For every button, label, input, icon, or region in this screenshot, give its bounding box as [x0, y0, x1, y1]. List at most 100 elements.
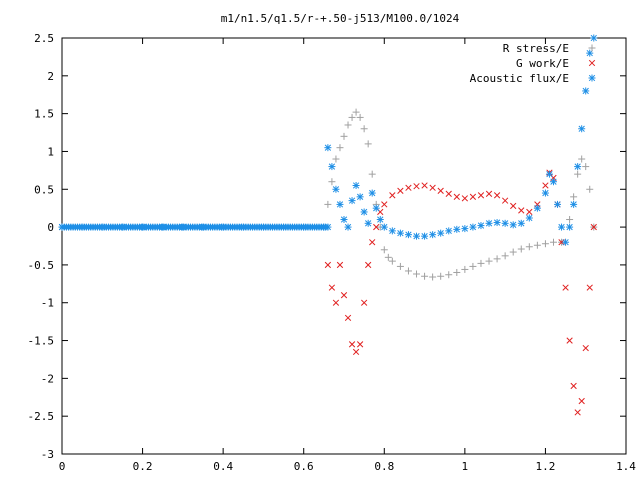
data-point [570, 382, 577, 390]
data-point [352, 181, 360, 189]
y-tick-label: -1 [41, 297, 54, 310]
series-0 [324, 108, 598, 281]
data-point [332, 299, 340, 306]
data-point [549, 178, 557, 186]
data-point [566, 337, 573, 344]
data-point [405, 184, 412, 191]
data-point [98, 223, 106, 231]
x-tick-label: 0.8 [374, 460, 394, 473]
data-point [574, 163, 582, 171]
data-point [219, 223, 227, 231]
data-point [445, 271, 453, 279]
data-point [582, 344, 589, 352]
data-point [518, 207, 525, 214]
data-point [566, 216, 574, 224]
data-point [541, 189, 549, 197]
y-tick-label: 0 [47, 221, 54, 234]
data-point [453, 268, 461, 276]
data-point [413, 183, 420, 190]
x-tick-label: 0.6 [294, 460, 314, 473]
x-tick-label: 0.2 [133, 460, 153, 473]
data-point [586, 284, 593, 291]
data-point [300, 223, 308, 231]
data-point [396, 229, 404, 237]
data-point [558, 223, 566, 231]
data-point [485, 257, 493, 265]
data-point [493, 192, 501, 199]
data-point [356, 341, 364, 348]
y-tick-label: -2 [41, 372, 54, 385]
plot-frame [61, 37, 627, 455]
data-point [578, 155, 586, 163]
data-point [348, 113, 356, 121]
y-tick-label: -2.5 [28, 410, 55, 423]
data-point [477, 259, 485, 267]
x-tick-label: 1 [462, 460, 469, 473]
data-point [533, 241, 541, 249]
data-point [429, 273, 437, 281]
data-point [429, 231, 437, 239]
data-point [280, 223, 288, 231]
data-point [545, 170, 553, 178]
data-point [493, 255, 501, 263]
x-tick-label: 0 [59, 460, 66, 473]
data-point [461, 225, 469, 233]
data-point [336, 200, 344, 208]
data-point [356, 113, 364, 121]
y-tick-label: -3 [41, 448, 54, 461]
data-point [324, 144, 332, 152]
data-point [360, 208, 368, 216]
data-point [525, 214, 533, 222]
data-point [372, 204, 380, 212]
data-point [348, 341, 356, 348]
y-tick-label: -0.5 [28, 259, 55, 272]
data-point [328, 178, 336, 186]
data-point [461, 265, 469, 273]
data-point [328, 284, 336, 291]
data-point [373, 223, 380, 231]
data-point [352, 108, 360, 116]
data-point [541, 240, 549, 248]
series-2 [58, 34, 598, 246]
data-point [590, 34, 598, 42]
data-point [324, 261, 332, 269]
data-point [549, 238, 557, 246]
data-point [344, 314, 352, 322]
series-1 [324, 169, 597, 416]
data-point [562, 238, 570, 246]
data-point [566, 223, 574, 231]
y-axis: 2.5 2 1.5 1 0.5 0 -0.5 -1 -1.5 -2 -2.5 -3 [28, 32, 626, 461]
data-point [78, 223, 86, 231]
data-point [542, 182, 549, 189]
y-tick-label: -1.5 [28, 335, 55, 348]
data-point [328, 163, 336, 171]
data-point [139, 223, 147, 231]
data-point [396, 262, 404, 270]
data-point [368, 189, 376, 197]
data-point [332, 185, 340, 193]
data-point [590, 223, 597, 231]
data-point [578, 397, 585, 405]
data-point [582, 87, 590, 95]
legend-marker [588, 44, 596, 52]
data-point [574, 409, 581, 416]
data-point [445, 190, 452, 197]
data-point [586, 185, 594, 193]
data-point [118, 223, 126, 231]
x-tick-label: 0.4 [213, 460, 233, 473]
data-point [510, 202, 517, 210]
y-tick-label: 0.5 [34, 183, 54, 196]
data-point [582, 163, 590, 171]
data-point [525, 243, 533, 251]
data-point [501, 252, 509, 260]
data-point [413, 232, 421, 240]
data-point [421, 272, 429, 280]
data-point [453, 193, 460, 200]
data-point [324, 200, 332, 208]
x-axis: 0 0.2 0.4 0.6 0.8 1 1.2 1.4 [59, 38, 636, 473]
data-point [364, 140, 372, 148]
data-point [388, 257, 396, 265]
data-point [517, 219, 525, 227]
data-point [445, 227, 453, 235]
